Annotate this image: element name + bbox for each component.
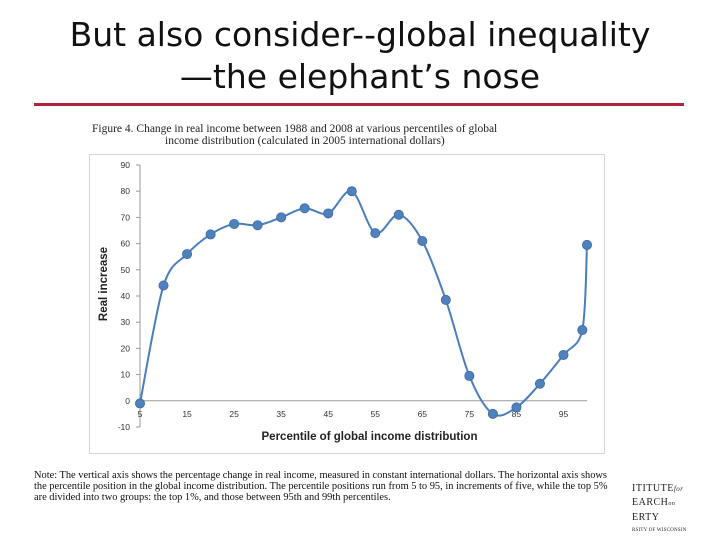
y-tick-label: 20 [121,343,131,353]
y-tick-label: 70 [121,212,131,222]
x-tick-label: 65 [418,409,428,419]
x-tick-label: 95 [559,409,569,419]
logo-line1: ITITUTEfor [632,483,684,494]
data-point [417,235,428,246]
data-point [370,228,381,239]
logo-line3: ERTY [632,512,660,523]
data-point [252,220,263,231]
data-point [393,209,404,220]
data-point [182,249,193,260]
slide-title-line1: But also consider--global inequality [69,15,651,54]
x-axis-title: Percentile of global income distribution [262,431,478,443]
figure-caption-line2: income distribution (calculated in 2005 … [165,135,445,147]
data-point [464,370,475,381]
x-tick-label: 85 [512,409,522,419]
data-point [346,186,357,197]
figure-note: Note: The vertical axis shows the percen… [34,470,608,503]
data-point [323,208,334,219]
logo-line2: EARCHon [632,497,676,508]
data-point [205,229,216,240]
data-point [487,408,498,419]
data-point [158,280,169,291]
y-axis-title: Real increase [98,247,110,321]
slide-title-line2: —the elephant’s nose [179,57,541,96]
data-point [577,325,588,336]
data-point [276,212,287,223]
data-point [511,402,522,413]
x-tick-label: 75 [465,409,475,419]
data-point [558,349,569,360]
y-tick-label: 60 [121,239,131,249]
logo-line4: RSITY OF WISCONSIN [632,528,687,533]
data-point [581,239,592,250]
y-tick-label: 10 [121,370,131,380]
x-tick-label: 25 [229,409,239,419]
y-tick-label: 40 [121,291,131,301]
x-tick-label: 55 [371,409,381,419]
data-point [299,203,310,214]
series-line [139,190,588,417]
x-tick-label: 5 [138,409,143,419]
x-tick-label: 15 [182,409,192,419]
title-divider [34,103,684,106]
y-tick-label: 0 [125,396,130,406]
data-point [534,378,545,389]
figure-caption-line1: Figure 4. Change in real income between … [92,123,498,135]
slide-title: But also consider--global inequality —th… [0,14,720,98]
y-tick-label: -10 [118,422,131,432]
y-tick-label: 50 [121,265,131,275]
data-point [229,218,240,229]
data-point [135,398,146,409]
data-point [440,294,451,305]
institute-logo: ITITUTEfor EARCHon ERTY RSITY OF WISCONS… [632,482,702,537]
x-tick-label: 35 [276,409,286,419]
y-tick-label: 90 [121,160,131,170]
y-tick-label: 30 [121,317,131,327]
chart-frame: -10 0 10 20 30 40 50 60 70 80 90 5 15 25 35 45 55 65 75 85 9… [89,154,605,454]
figure-caption: Figure 4. Change in real income between … [92,123,612,147]
y-tick-label: 80 [121,186,131,196]
x-tick-label: 45 [323,409,333,419]
elephant-curve-chart: -10 0 10 20 30 40 50 60 70 80 90 5 15 25 35 45 55 65 75 85 9… [98,160,592,443]
